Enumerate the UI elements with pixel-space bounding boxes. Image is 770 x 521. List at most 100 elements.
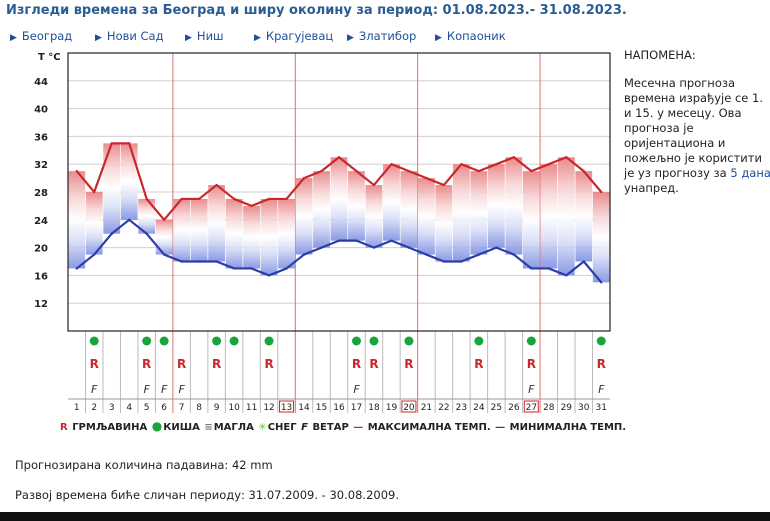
city-link-nis[interactable]: ▶ Ниш xyxy=(185,29,224,43)
city-link-kopaonik[interactable]: ▶ Копаоник xyxy=(435,29,506,43)
temperature-band xyxy=(487,164,505,248)
day-label: 24 xyxy=(473,403,485,413)
arrow-right-icon: ▶ xyxy=(10,33,17,43)
max-temp-segment xyxy=(355,170,375,186)
rain-icon xyxy=(526,336,536,346)
rain-icon xyxy=(596,336,606,346)
min-temp-point xyxy=(407,246,411,249)
temperature-band xyxy=(138,198,156,234)
max-temp-point xyxy=(337,156,341,159)
day-label: 25 xyxy=(491,403,502,413)
min-temp-segment xyxy=(408,246,427,256)
wind-icon: F xyxy=(353,383,360,396)
highlighted-day-box xyxy=(523,400,539,413)
max-temp-point xyxy=(145,197,148,201)
max-temp-segment xyxy=(93,142,113,193)
min-temp-segment xyxy=(216,260,235,270)
min-temp-point xyxy=(530,267,533,270)
day-label: 8 xyxy=(196,403,202,413)
precipitation-value: 42 xyxy=(231,458,247,472)
max-temp-segment xyxy=(443,163,463,186)
city-link-beograd[interactable]: ▶ Београд xyxy=(10,29,72,43)
five-day-forecast-link[interactable]: 5 дана xyxy=(730,166,770,180)
day-label: 2 xyxy=(91,403,97,413)
temperature-band xyxy=(435,185,453,262)
temperature-band xyxy=(575,171,593,262)
note-text-end: унапред. xyxy=(624,181,679,195)
min-temp-point xyxy=(302,253,306,256)
max-temp-point xyxy=(267,197,271,201)
y-tick-label: 36 xyxy=(34,132,48,143)
note-heading: НАПОМЕНА: xyxy=(624,48,696,62)
thunder-icon: R xyxy=(474,357,483,371)
min-temp-point xyxy=(477,253,481,256)
max-temp-point xyxy=(232,197,236,201)
max-temp-point xyxy=(197,197,201,201)
min-temp-point xyxy=(267,274,271,277)
highlighted-day-box xyxy=(401,400,417,413)
min-temp-segment xyxy=(321,239,340,249)
max-temp-segment xyxy=(460,163,480,173)
min-temp-point xyxy=(93,253,96,256)
max-temp-segment xyxy=(233,197,252,207)
min-temp-segment xyxy=(460,253,480,263)
max-temp-point xyxy=(477,169,481,173)
min-temp-point xyxy=(600,281,603,284)
min-temp-segment xyxy=(111,218,130,235)
max-temp-point xyxy=(110,142,113,145)
arrow-right-icon: ▶ xyxy=(435,33,442,43)
arrow-right-icon: ▶ xyxy=(254,33,261,43)
min-temp-point xyxy=(565,274,568,277)
thunder-icon: R xyxy=(369,357,378,371)
day-label: 19 xyxy=(386,403,398,413)
thunder-icon: R xyxy=(90,357,99,371)
city-link-novi-sad[interactable]: ▶ Нови Сад xyxy=(95,29,164,43)
wind-icon: F xyxy=(91,383,98,396)
min-temp-segment xyxy=(426,253,445,263)
max-temp-segment xyxy=(426,177,445,187)
day-label: 10 xyxy=(228,403,240,413)
temperature-band xyxy=(313,171,330,248)
y-tick-label: 32 xyxy=(34,160,48,171)
city-link-zlatibor[interactable]: ▶ Златибор xyxy=(347,29,416,43)
temperature-band xyxy=(190,198,208,262)
max-temp-point xyxy=(127,142,131,145)
max-temp-segment xyxy=(565,156,585,173)
rain-icon xyxy=(369,336,379,346)
day-label: 26 xyxy=(508,403,520,413)
rain-icon: ● xyxy=(151,419,163,433)
min-temp-segment xyxy=(145,232,166,256)
min-temp-segment xyxy=(303,246,322,256)
min-temp-point xyxy=(442,260,446,263)
min-temp-point xyxy=(180,260,183,263)
max-temp-point xyxy=(75,169,78,173)
min-temp-point xyxy=(582,260,585,263)
legend-min: МИНИМАЛНА ТЕМП. xyxy=(509,422,627,433)
city-label: Копаоник xyxy=(446,29,506,43)
max-temp-point xyxy=(372,183,376,187)
y-tick-label: 40 xyxy=(34,105,48,116)
thunder-icon: R xyxy=(212,357,221,371)
city-link-kragujevac[interactable]: ▶ Крагујевац xyxy=(254,29,333,43)
min-temp-point xyxy=(145,232,148,235)
max-temp-point xyxy=(512,156,516,159)
y-tick-label: 16 xyxy=(34,271,48,282)
max-temp-point xyxy=(162,218,166,221)
rain-icon xyxy=(89,336,99,346)
temperature-band xyxy=(173,198,191,262)
max-temp-point xyxy=(495,163,498,166)
rain-icon xyxy=(264,336,274,346)
min-temp-segment xyxy=(582,260,603,284)
rain-icon xyxy=(351,336,361,346)
day-label: 13 xyxy=(281,403,292,413)
max-temp-segment xyxy=(198,184,218,200)
max-temp-point xyxy=(442,183,446,187)
day-label: 7 xyxy=(179,403,185,413)
temperature-band xyxy=(243,205,260,269)
max-temp-point xyxy=(250,204,253,208)
temperature-band xyxy=(208,185,226,262)
max-temp-point xyxy=(302,176,306,180)
temperature-band xyxy=(278,198,295,269)
min-temp-point xyxy=(390,239,393,242)
temperature-band xyxy=(260,198,278,276)
